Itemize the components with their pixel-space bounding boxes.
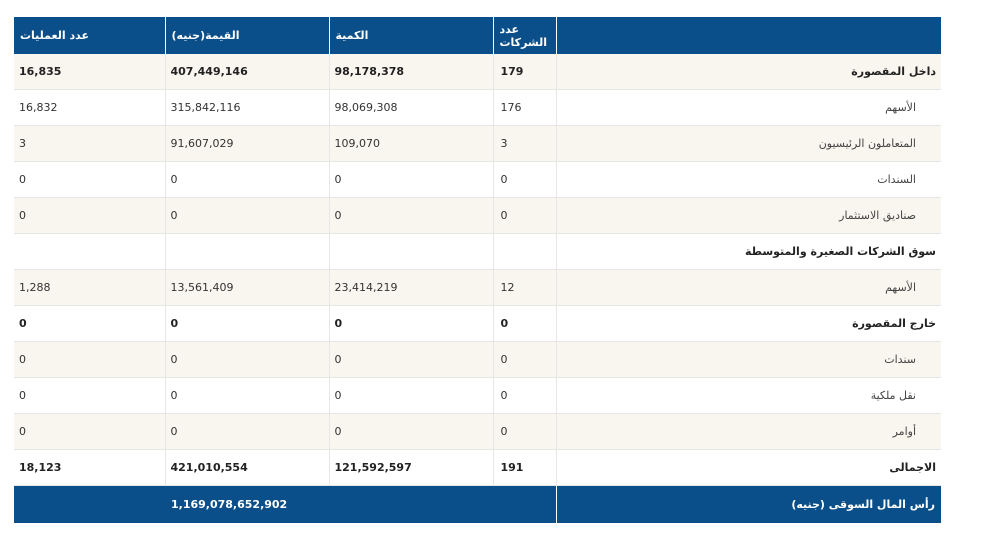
- table-row: سوق الشركات الصغيرة والمتوسطة: [14, 233, 941, 270]
- row-label: المتعاملون الرئيسيون: [555, 125, 941, 162]
- row-quantity: 0: [328, 413, 493, 450]
- row-trades: 0: [14, 377, 165, 414]
- row-trades: 16,835: [14, 54, 165, 90]
- row-trades: 0: [14, 341, 165, 378]
- row-label: صناديق الاستثمار: [555, 197, 941, 234]
- row-label: الأسهم: [555, 89, 941, 126]
- row-value: 0: [164, 197, 329, 234]
- table-row: داخل المقصورة 179 98,178,378 407,449,146…: [14, 54, 941, 90]
- market-summary-table: عدد الشركات الكمية القيمة(جنيه) عدد العم…: [14, 17, 941, 523]
- row-value: 0: [164, 413, 329, 450]
- row-companies: 0: [492, 413, 556, 450]
- table-row: المتعاملون الرئيسيون 3 109,070 91,607,02…: [14, 125, 941, 162]
- row-value: 0: [164, 341, 329, 378]
- row-companies: 0: [492, 197, 556, 234]
- row-companies: 0: [492, 305, 556, 342]
- table-row: الأسهم 12 23,414,219 13,561,409 1,288: [14, 269, 941, 306]
- header-quantity: الكمية: [328, 17, 493, 54]
- market-cap-row: رأس المال السوقى (جنيه) 1,169,078,652,90…: [14, 485, 941, 523]
- row-trades: 3: [14, 125, 165, 162]
- table-row: خارج المقصورة 0 0 0 0: [14, 305, 941, 342]
- table-row: أوامر 0 0 0 0: [14, 413, 941, 450]
- table-row: نقل ملكية 0 0 0 0: [14, 377, 941, 414]
- row-companies: 191: [492, 449, 556, 486]
- row-label: خارج المقصورة: [555, 305, 941, 342]
- header-companies: عدد الشركات: [492, 17, 556, 54]
- row-companies: 3: [492, 125, 556, 162]
- header-trades: عدد العمليات: [14, 17, 165, 54]
- row-value: 13,561,409: [164, 269, 329, 306]
- row-value: 421,010,554: [164, 449, 329, 486]
- row-label: داخل المقصورة: [555, 54, 941, 90]
- row-trades: 0: [14, 413, 165, 450]
- row-quantity: [328, 233, 493, 270]
- row-trades: 18,123: [14, 449, 165, 486]
- row-value: 0: [164, 377, 329, 414]
- row-value: 0: [164, 161, 329, 198]
- row-trades: 1,288: [14, 269, 165, 306]
- row-quantity: 98,178,378: [328, 54, 493, 90]
- row-value: [164, 233, 329, 270]
- market-cap-label: رأس المال السوقى (جنيه): [555, 485, 941, 523]
- row-trades: 16,832: [14, 89, 165, 126]
- table-row: سندات 0 0 0 0: [14, 341, 941, 378]
- row-label: سندات: [555, 341, 941, 378]
- header-label: [555, 17, 941, 54]
- table-row-total: الاجمالى 191 121,592,597 421,010,554 18,…: [14, 449, 941, 486]
- row-companies: 12: [492, 269, 556, 306]
- row-companies: 0: [492, 341, 556, 378]
- row-label: أوامر: [555, 413, 941, 450]
- row-quantity: 121,592,597: [328, 449, 493, 486]
- row-quantity: 98,069,308: [328, 89, 493, 126]
- table-row: صناديق الاستثمار 0 0 0 0: [14, 197, 941, 234]
- row-quantity: 0: [328, 341, 493, 378]
- row-quantity: 0: [328, 161, 493, 198]
- row-companies: 176: [492, 89, 556, 126]
- row-companies: 0: [492, 161, 556, 198]
- market-cap-value: 1,169,078,652,902: [165, 485, 556, 523]
- row-label: الأسهم: [555, 269, 941, 306]
- row-value: 91,607,029: [164, 125, 329, 162]
- row-companies: 179: [492, 54, 556, 90]
- row-trades: [14, 233, 165, 270]
- row-trades: 0: [14, 305, 165, 342]
- table-row: الأسهم 176 98,069,308 315,842,116 16,832: [14, 89, 941, 126]
- row-trades: 0: [14, 197, 165, 234]
- row-value: 0: [164, 305, 329, 342]
- row-quantity: 109,070: [328, 125, 493, 162]
- row-label: سوق الشركات الصغيرة والمتوسطة: [555, 233, 941, 270]
- row-quantity: 23,414,219: [328, 269, 493, 306]
- row-value: 407,449,146: [164, 54, 329, 90]
- row-quantity: 0: [328, 377, 493, 414]
- table-header-row: عدد الشركات الكمية القيمة(جنيه) عدد العم…: [14, 17, 941, 54]
- row-value: 315,842,116: [164, 89, 329, 126]
- market-summary-panel: عدد الشركات الكمية القيمة(جنيه) عدد العم…: [14, 17, 941, 523]
- row-companies: 0: [492, 377, 556, 414]
- market-cap-empty: [14, 485, 165, 523]
- row-companies: [492, 233, 556, 270]
- row-label: الاجمالى: [555, 449, 941, 486]
- row-label: السندات: [555, 161, 941, 198]
- row-label: نقل ملكية: [555, 377, 941, 414]
- row-quantity: 0: [328, 305, 493, 342]
- row-trades: 0: [14, 161, 165, 198]
- row-quantity: 0: [328, 197, 493, 234]
- header-value: القيمة(جنيه): [164, 17, 329, 54]
- table-row: السندات 0 0 0 0: [14, 161, 941, 198]
